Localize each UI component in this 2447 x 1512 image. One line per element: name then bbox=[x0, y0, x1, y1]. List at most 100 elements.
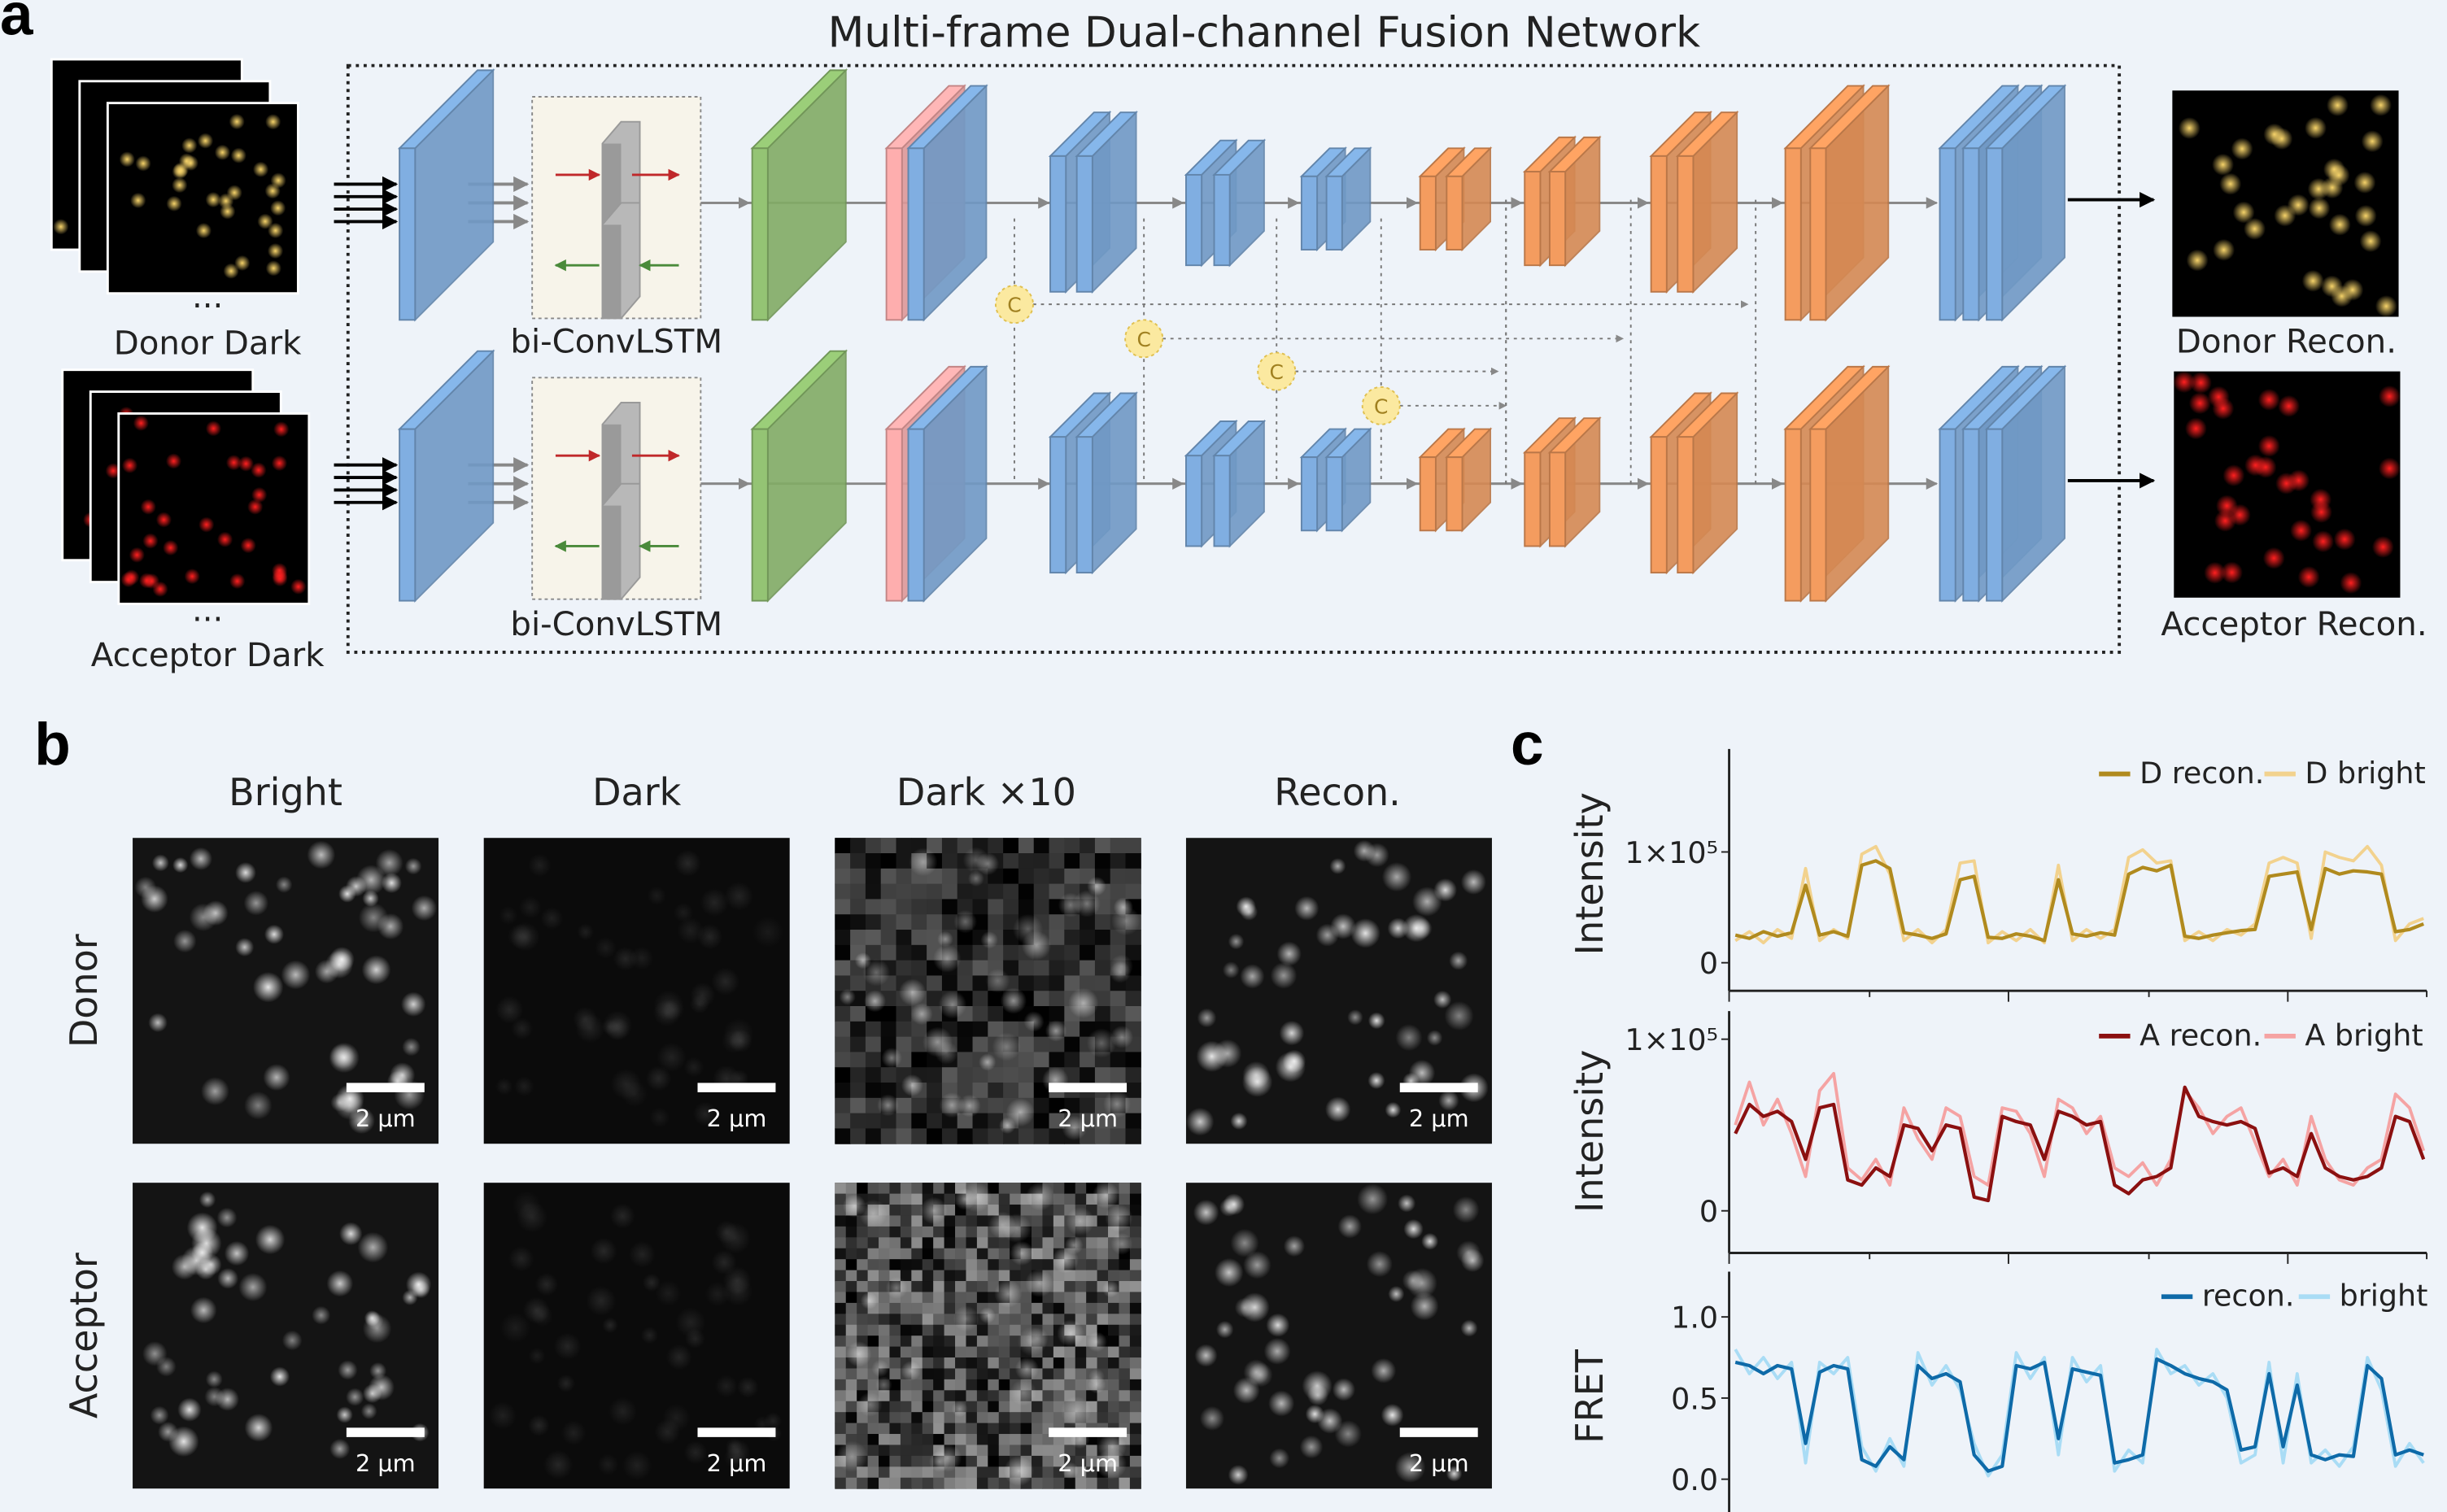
encoder-block-1 bbox=[885, 428, 903, 602]
noise-pixel bbox=[865, 853, 882, 869]
noise-pixel bbox=[976, 1226, 988, 1238]
fluorescent-spot bbox=[1021, 930, 1052, 961]
noise-pixel bbox=[1094, 975, 1111, 991]
acceptor-spot bbox=[140, 499, 156, 515]
noise-pixel bbox=[1086, 1292, 1098, 1304]
noise-pixel bbox=[1049, 838, 1065, 854]
fluorescent-spot bbox=[864, 990, 887, 1013]
noise-pixel bbox=[1018, 1083, 1035, 1099]
decoder-block-1 bbox=[1419, 175, 1437, 251]
decoder-block-3 bbox=[1677, 436, 1695, 574]
noise-pixel bbox=[966, 1259, 978, 1271]
noise-pixel bbox=[911, 1412, 923, 1424]
fluorescent-spot bbox=[203, 900, 229, 926]
noise-pixel bbox=[1108, 1324, 1120, 1336]
noise-pixel bbox=[933, 1270, 945, 1282]
noise-pixel bbox=[957, 1021, 974, 1038]
noise-pixel bbox=[867, 1314, 879, 1326]
noise-pixel bbox=[933, 1237, 945, 1249]
noise-pixel bbox=[933, 1248, 945, 1260]
y-axis-label: FRET bbox=[1568, 1349, 1612, 1444]
row-label-acceptor: Acceptor bbox=[62, 1253, 106, 1418]
fluorescent-spot bbox=[1433, 878, 1458, 902]
acceptor-recon-spot bbox=[2278, 394, 2301, 417]
noise-pixel bbox=[998, 1237, 1010, 1249]
fluorescent-spot bbox=[224, 1240, 250, 1266]
noise-pixel bbox=[976, 1423, 988, 1435]
noise-pixel bbox=[1033, 1113, 1050, 1129]
noise-pixel bbox=[1032, 1444, 1044, 1457]
series-line-a-recon- bbox=[1734, 1085, 2426, 1203]
noise-pixel bbox=[988, 1336, 1000, 1348]
acceptor-recon-spot bbox=[2184, 417, 2207, 440]
encoder-block-3 bbox=[1184, 173, 1203, 267]
noise-pixel bbox=[1018, 853, 1035, 869]
fluorescent-spot bbox=[1052, 1246, 1080, 1274]
fluorescent-spot bbox=[725, 1437, 743, 1455]
noise-pixel bbox=[1010, 1346, 1022, 1358]
fluorescent-spot bbox=[1215, 1320, 1234, 1339]
noise-pixel bbox=[933, 1314, 945, 1326]
noise-pixel bbox=[865, 1036, 882, 1052]
noise-pixel bbox=[900, 1390, 912, 1402]
noise-pixel bbox=[1108, 1302, 1120, 1314]
noise-pixel bbox=[911, 1021, 927, 1038]
noise-pixel bbox=[835, 1067, 851, 1083]
noise-pixel bbox=[1097, 1412, 1109, 1424]
fluorescent-spot bbox=[1010, 1379, 1037, 1406]
decoder-block-4 bbox=[1784, 428, 1802, 602]
noise-pixel bbox=[865, 883, 882, 900]
noise-pixel bbox=[966, 1444, 978, 1457]
noise-pixel bbox=[976, 1401, 988, 1413]
acceptor-recon-spot bbox=[2190, 372, 2212, 394]
scale-bar bbox=[1049, 1427, 1128, 1437]
fluorescent-spot bbox=[595, 937, 617, 959]
noise-pixel bbox=[976, 1390, 988, 1402]
noise-pixel bbox=[955, 1477, 967, 1489]
noise-pixel bbox=[1042, 1226, 1054, 1238]
noise-pixel bbox=[941, 838, 958, 854]
noise-pixel bbox=[944, 1324, 956, 1336]
fluorescent-spot bbox=[1113, 897, 1133, 917]
decoder-block-3 bbox=[1650, 436, 1668, 574]
noise-pixel bbox=[1094, 853, 1111, 869]
fluorescent-spot bbox=[329, 1438, 351, 1459]
concat-node bbox=[994, 285, 1034, 325]
noise-pixel bbox=[880, 838, 897, 854]
noise-pixel bbox=[1075, 1357, 1087, 1370]
output-conv-block bbox=[1939, 147, 1956, 321]
noise-pixel bbox=[1032, 1412, 1044, 1424]
noise-pixel bbox=[1080, 914, 1096, 930]
acceptor-spot bbox=[238, 455, 254, 472]
decoder-block-4 bbox=[1809, 147, 1827, 321]
fluorescent-spot bbox=[1270, 962, 1298, 989]
noise-pixel bbox=[976, 1281, 988, 1293]
noise-pixel bbox=[1125, 1067, 1141, 1083]
noise-pixel bbox=[988, 991, 1004, 1007]
noise-pixel bbox=[976, 1336, 988, 1348]
fluorescent-spot bbox=[281, 1330, 303, 1351]
noise-pixel bbox=[889, 1346, 901, 1358]
noise-pixel bbox=[1032, 1259, 1044, 1271]
noise-pixel bbox=[1033, 991, 1050, 1007]
noise-pixel bbox=[1110, 1006, 1127, 1022]
donor-spot bbox=[119, 151, 135, 168]
encoder-block-4 bbox=[1325, 175, 1343, 251]
noise-pixel bbox=[911, 1193, 923, 1205]
noise-pixel bbox=[976, 1466, 988, 1479]
noise-pixel bbox=[988, 1412, 1000, 1424]
noise-pixel bbox=[1003, 1083, 1019, 1099]
noise-pixel bbox=[850, 1036, 866, 1052]
noise-pixel bbox=[988, 1466, 1000, 1479]
noise-pixel bbox=[988, 1248, 1000, 1260]
noise-pixel bbox=[941, 883, 958, 900]
fluorescent-spot bbox=[939, 1092, 965, 1118]
acceptor-spot bbox=[121, 457, 138, 473]
noise-pixel bbox=[955, 1292, 967, 1304]
noise-pixel bbox=[933, 1434, 945, 1446]
noise-pixel bbox=[1108, 1390, 1120, 1402]
fluorescent-spot bbox=[1460, 1319, 1478, 1337]
fluorescent-spot bbox=[877, 1094, 900, 1117]
noise-pixel bbox=[988, 1423, 1000, 1435]
fluorescent-spot bbox=[645, 1065, 672, 1092]
